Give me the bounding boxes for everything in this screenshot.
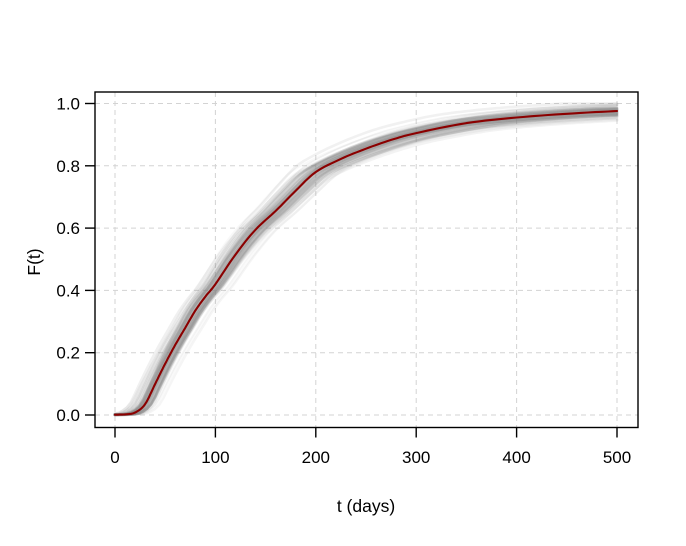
ensemble-curve (114, 112, 618, 416)
ensemble-curve (113, 108, 619, 416)
ensemble-curve (114, 107, 618, 416)
ensemble-curve (113, 107, 619, 417)
x-tick-label: 0 (110, 448, 119, 467)
ensemble-curve (113, 108, 619, 416)
x-tick-label: 500 (603, 448, 631, 467)
ensemble-curve (113, 111, 619, 416)
ensemble-curve (114, 112, 618, 416)
cdf-curve (113, 109, 619, 416)
ensemble-curve (114, 104, 618, 416)
ensemble-curve (113, 106, 619, 416)
ensemble-curve (113, 113, 619, 416)
ensemble-curve (114, 107, 618, 416)
y-tick-label: 0.2 (56, 344, 80, 363)
ensemble-curve (114, 115, 618, 416)
y-tick-label: 0.0 (56, 406, 80, 425)
ensemble-curve (114, 110, 618, 416)
ensemble-curve (113, 108, 619, 416)
ensemble-curve (113, 113, 619, 417)
ensemble-curve (113, 108, 619, 416)
ensemble-curve (113, 110, 619, 417)
ensemble-curve (114, 106, 618, 416)
ensemble-curve (113, 116, 619, 416)
ensemble-curve (113, 107, 619, 416)
x-tick-label: 100 (201, 448, 229, 467)
uncertainty-band (113, 102, 619, 417)
tick-labels: 0 100 200 300 400 500 0.0 0.2 0.4 0.6 0.8 1.0 (56, 95, 631, 468)
x-tick-label: 200 (302, 448, 330, 467)
plot-border (94, 91, 639, 429)
ensemble-curve (114, 113, 618, 416)
ensemble-curve (113, 106, 619, 416)
ensemble-curve (113, 113, 619, 417)
ensemble-curve (113, 112, 619, 417)
ensemble-curve (113, 114, 619, 416)
plot-frame (94, 91, 639, 429)
x-tick-label: 400 (502, 448, 530, 467)
ensemble-curve (114, 115, 618, 416)
cdf-line-layer (113, 109, 619, 416)
ensemble-curve (113, 105, 619, 417)
grid-layer (95, 92, 638, 428)
ensemble-curve (113, 111, 619, 416)
ensemble-curve (114, 104, 618, 416)
y-tick-label: 1.0 (56, 95, 80, 114)
ensemble-curve (113, 115, 619, 417)
ensemble-curve (113, 114, 619, 416)
ensemble-curve (114, 108, 618, 416)
ensemble-curve (113, 113, 619, 417)
ensemble-curve (113, 107, 619, 416)
ensemble-curve (114, 110, 618, 416)
ensemble-curve (113, 114, 619, 417)
ensemble-curve (113, 107, 619, 417)
ensemble-curve (113, 106, 619, 416)
ensemble-curve (113, 108, 619, 417)
ensemble-curve (113, 102, 619, 417)
y-tick-label: 0.4 (56, 281, 80, 300)
ensemble-curve (114, 113, 618, 416)
ensemble-curve (113, 115, 619, 417)
ensemble-curve (113, 111, 619, 417)
ensemble-curve (114, 108, 618, 416)
ensemble-curve (113, 106, 619, 417)
ensemble-curve (114, 114, 618, 416)
ensemble-curve (113, 106, 619, 417)
ensemble-curve (113, 118, 619, 417)
ensemble-curve (113, 103, 619, 416)
ensemble-curve (113, 117, 619, 416)
ensemble-curve (113, 108, 619, 417)
x-axis-title: t (days) (337, 496, 395, 516)
y-axis-title: F(t) (24, 248, 44, 275)
axis-ticks (85, 102, 618, 438)
y-tick-label: 0.6 (56, 219, 80, 238)
y-tick-label: 0.8 (56, 157, 80, 176)
x-tick-label: 300 (402, 448, 430, 467)
ensemble-curve (113, 102, 619, 417)
ensemble-curve (113, 107, 619, 417)
ensemble-curve (114, 107, 618, 416)
